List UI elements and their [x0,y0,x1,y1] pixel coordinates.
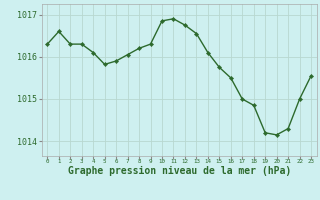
X-axis label: Graphe pression niveau de la mer (hPa): Graphe pression niveau de la mer (hPa) [68,166,291,176]
